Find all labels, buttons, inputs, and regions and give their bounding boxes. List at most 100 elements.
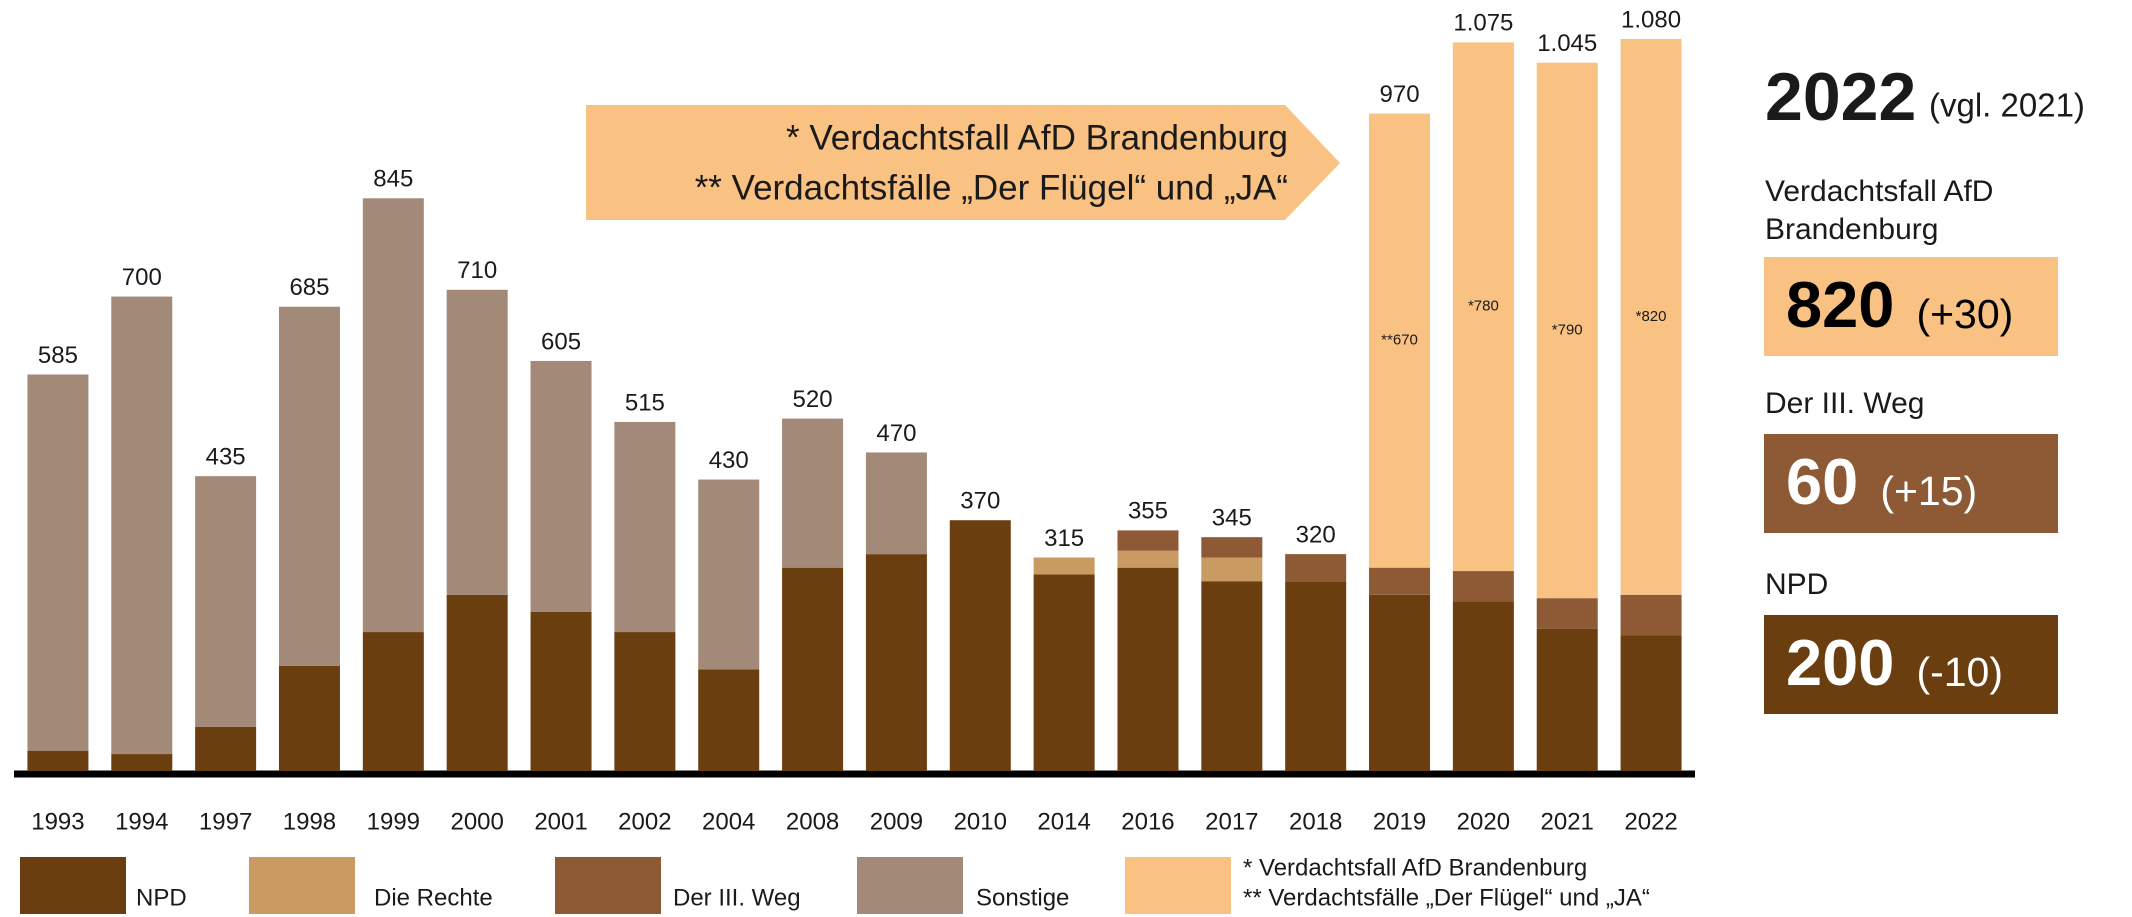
bar-segment [1369, 594, 1431, 771]
sidebar-change: (+30) [1916, 291, 2013, 337]
bar-segment [1620, 594, 1682, 636]
bar-segment [195, 726, 257, 771]
x-tick-label: 2016 [1121, 808, 1174, 835]
total-label: 845 [373, 166, 413, 193]
sidebar-label: NPD [1765, 568, 1828, 601]
bar-segment [27, 374, 89, 751]
sidebar-box [1764, 434, 2058, 533]
bar-segment [1201, 557, 1263, 582]
legend-label: Die Rechte [374, 884, 493, 911]
bar-segment [530, 611, 592, 771]
total-label: 435 [206, 444, 246, 471]
sidebar-change: (+15) [1880, 468, 1977, 514]
segment-label: *780 [1468, 298, 1499, 315]
legend-swatch [857, 857, 963, 914]
bar-segment [1369, 567, 1431, 595]
x-tick-label: 2004 [702, 808, 755, 835]
sidebar-label: Brandenburg [1765, 213, 1938, 246]
x-tick-label: 2008 [786, 808, 839, 835]
total-label: 710 [457, 257, 497, 284]
bar-segment [1536, 628, 1598, 771]
bar-segment [698, 479, 760, 670]
x-tick-label: 2009 [870, 808, 923, 835]
x-tick-label: 2000 [450, 808, 503, 835]
bar-segment [1117, 530, 1179, 551]
total-label: 515 [625, 389, 665, 416]
legend-label: Sonstige [976, 884, 1069, 911]
total-label: 430 [709, 447, 749, 474]
x-tick-label: 2022 [1624, 808, 1677, 835]
legend-label: NPD [136, 884, 187, 911]
bar-segment [1285, 581, 1347, 771]
bar-segment [1117, 550, 1179, 568]
bar-segment [278, 306, 340, 666]
total-label: 470 [876, 420, 916, 447]
bar-segment [278, 665, 340, 771]
x-tick-label: 1993 [31, 808, 84, 835]
sidebar-label: Der III. Weg [1765, 387, 1925, 420]
bar-segment [1033, 574, 1095, 771]
bar-segment [1452, 42, 1514, 572]
total-label: 320 [1296, 521, 1336, 548]
legend-swatch [249, 857, 355, 914]
sidebar-box [1764, 615, 2058, 714]
bar-segment [1201, 537, 1263, 558]
bar-segment [362, 632, 424, 771]
bar-segment [865, 452, 927, 555]
sidebar-label: Verdachtsfall AfD [1765, 175, 1993, 208]
x-tick-label: 1997 [199, 808, 252, 835]
bar-segment [782, 418, 844, 568]
x-tick-label: 2010 [954, 808, 1007, 835]
callout-line: * Verdachtsfall AfD Brandenburg [786, 118, 1288, 157]
x-tick-label: 2001 [534, 808, 587, 835]
total-label: 1.045 [1537, 30, 1597, 57]
sidebar-year: 2022 [1765, 59, 1916, 135]
sidebar-value: 60 [1786, 445, 1858, 518]
x-tick-label: 1999 [367, 808, 420, 835]
bar-segment [1620, 39, 1682, 595]
bar-segment [614, 632, 676, 771]
x-tick-label: 2014 [1037, 808, 1090, 835]
bar-segment [865, 554, 927, 771]
x-tick-label: 2017 [1205, 808, 1258, 835]
legend-label: Der III. Weg [673, 884, 801, 911]
bar-segment [1620, 635, 1682, 771]
total-label: 585 [38, 342, 78, 369]
total-label: 370 [960, 488, 1000, 515]
total-label: 345 [1212, 505, 1252, 532]
x-tick-label: 2020 [1457, 808, 1510, 835]
bar-segment [614, 421, 676, 633]
segment-label: **670 [1381, 332, 1418, 349]
bar-segment [1536, 598, 1598, 629]
sidebar-value: 820 [1786, 268, 1894, 341]
legend-label: * Verdachtsfall AfD Brandenburg [1243, 854, 1587, 881]
total-label: 685 [289, 274, 329, 301]
bar-segment [782, 567, 844, 771]
bar-segment [1117, 567, 1179, 771]
x-tick-label: 2019 [1373, 808, 1426, 835]
bar-segment [362, 198, 424, 633]
total-label: 520 [793, 386, 833, 413]
bar-segment [949, 520, 1011, 771]
bar-segment [530, 360, 592, 612]
x-tick-label: 2021 [1541, 808, 1594, 835]
bar-segment [1201, 581, 1263, 771]
bar-segment [446, 594, 508, 771]
legend-swatch [20, 857, 126, 914]
x-tick-label: 2002 [618, 808, 671, 835]
bar-segment [111, 754, 173, 771]
bar-segment [27, 750, 89, 771]
total-label: 315 [1044, 525, 1084, 552]
legend-note: ** Verdachtsfälle „Der Flügel“ und „JA“ [1243, 884, 1650, 911]
callout-line: ** Verdachtsfälle „Der Flügel“ und „JA“ [695, 168, 1288, 207]
bar-segment [698, 669, 760, 771]
bar-segment [1369, 113, 1431, 568]
bar-segment [1033, 557, 1095, 575]
x-tick-label: 1994 [115, 808, 168, 835]
bar-segment [195, 476, 257, 727]
bar-segment [111, 296, 173, 755]
total-label: 355 [1128, 498, 1168, 525]
bar-segment [1452, 601, 1514, 771]
total-label: 970 [1380, 81, 1420, 108]
